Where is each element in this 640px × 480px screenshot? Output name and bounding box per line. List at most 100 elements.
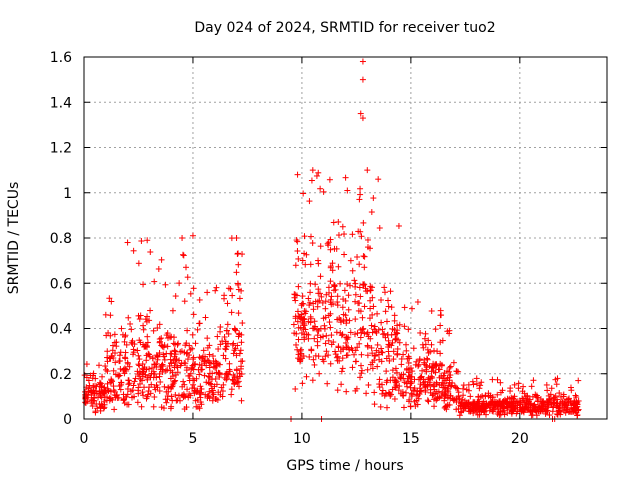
data-point bbox=[153, 352, 160, 359]
data-point bbox=[444, 402, 451, 409]
data-point bbox=[371, 401, 378, 408]
data-point bbox=[221, 292, 228, 299]
data-point bbox=[431, 347, 438, 354]
data-point bbox=[376, 376, 383, 383]
data-point bbox=[571, 400, 578, 407]
data-point bbox=[168, 359, 175, 366]
data-point bbox=[196, 354, 203, 361]
data-point bbox=[364, 331, 371, 338]
data-point bbox=[394, 345, 401, 352]
data-point bbox=[431, 403, 438, 410]
data-point bbox=[94, 405, 101, 412]
data-point bbox=[224, 371, 231, 378]
data-point bbox=[357, 191, 364, 198]
data-point bbox=[84, 394, 91, 401]
data-point bbox=[433, 380, 440, 387]
data-point bbox=[561, 400, 568, 407]
data-point bbox=[342, 312, 349, 319]
data-point bbox=[473, 380, 480, 387]
data-point bbox=[327, 324, 334, 331]
data-point bbox=[206, 380, 213, 387]
data-point bbox=[435, 388, 442, 395]
data-point bbox=[422, 383, 429, 390]
data-point bbox=[196, 361, 203, 368]
data-point bbox=[373, 329, 380, 336]
data-point bbox=[117, 349, 124, 356]
data-point bbox=[96, 400, 103, 407]
data-point bbox=[360, 282, 367, 289]
data-point bbox=[136, 316, 143, 323]
data-point bbox=[142, 343, 149, 350]
data-point bbox=[333, 354, 340, 361]
data-point bbox=[572, 392, 579, 399]
data-point bbox=[455, 389, 462, 396]
data-point bbox=[322, 353, 329, 360]
data-point bbox=[565, 396, 572, 403]
data-point bbox=[167, 350, 174, 357]
y-tick-label: 0.8 bbox=[50, 231, 72, 247]
data-point bbox=[222, 346, 229, 353]
data-point bbox=[230, 350, 237, 357]
data-point bbox=[352, 283, 359, 290]
data-point bbox=[352, 298, 359, 305]
data-point bbox=[357, 334, 364, 341]
data-point bbox=[235, 281, 242, 288]
data-point bbox=[165, 384, 172, 391]
data-point bbox=[205, 373, 212, 380]
data-point bbox=[327, 246, 334, 253]
data-point bbox=[400, 404, 407, 411]
data-point bbox=[116, 372, 123, 379]
y-tick-label: 0 bbox=[63, 412, 72, 428]
data-point bbox=[332, 351, 339, 358]
data-point bbox=[421, 335, 428, 342]
data-point bbox=[176, 280, 183, 287]
data-point bbox=[134, 347, 141, 354]
data-point bbox=[367, 361, 374, 368]
data-point bbox=[231, 347, 238, 354]
data-point bbox=[335, 218, 342, 225]
data-point bbox=[178, 360, 185, 367]
data-point bbox=[543, 381, 550, 388]
data-point bbox=[305, 335, 312, 342]
data-point bbox=[138, 237, 145, 244]
data-point bbox=[320, 188, 327, 195]
data-point bbox=[322, 314, 329, 321]
ticks: 0 0.2 0.4 0.6 0.8 1 1.2 1.4 1.6 0 5 10 15 20 bbox=[50, 50, 607, 447]
data-point bbox=[320, 358, 327, 365]
data-point bbox=[125, 377, 132, 384]
data-point bbox=[138, 377, 145, 384]
data-point bbox=[326, 319, 333, 326]
data-point bbox=[393, 369, 400, 376]
data-point bbox=[136, 380, 143, 387]
data-point bbox=[233, 269, 240, 276]
data-point bbox=[359, 314, 366, 321]
data-point bbox=[128, 394, 135, 401]
data-point bbox=[126, 363, 133, 370]
data-point bbox=[135, 352, 142, 359]
data-point bbox=[306, 353, 313, 360]
data-point bbox=[398, 355, 405, 362]
data-point bbox=[414, 299, 421, 306]
data-point bbox=[501, 411, 508, 418]
data-point bbox=[409, 368, 416, 375]
data-point bbox=[465, 387, 472, 394]
data-point bbox=[428, 368, 435, 375]
data-point bbox=[371, 389, 378, 396]
data-point bbox=[184, 327, 191, 334]
data-point bbox=[299, 257, 306, 264]
data-point bbox=[349, 267, 356, 274]
data-point bbox=[312, 352, 319, 359]
data-point bbox=[456, 395, 463, 402]
data-point bbox=[146, 372, 153, 379]
data-point bbox=[325, 337, 332, 344]
data-point bbox=[175, 392, 182, 399]
data-point bbox=[140, 322, 147, 329]
data-point bbox=[357, 374, 364, 381]
data-point bbox=[110, 387, 117, 394]
data-point bbox=[299, 300, 306, 307]
data-point bbox=[441, 369, 448, 376]
data-point bbox=[341, 287, 348, 294]
data-point bbox=[411, 398, 418, 405]
data-point bbox=[397, 390, 404, 397]
data-point bbox=[292, 385, 299, 392]
